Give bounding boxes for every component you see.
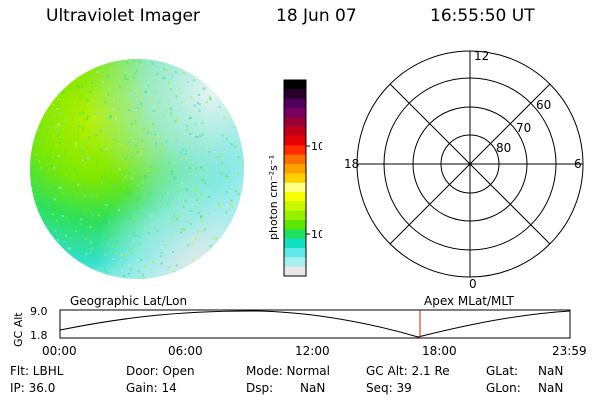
gc-alt-status: GC Alt: 2.1 Re [366, 364, 450, 378]
colorbar-tick-label-10: 10 [311, 228, 322, 241]
timeline-y-tick-1.8: 1.8 [30, 329, 48, 342]
colorbar-cell [284, 98, 306, 109]
colorbar-cell [284, 89, 306, 100]
mode-status: Mode: Normal [246, 364, 330, 378]
x-tick-0000: 00:00 [42, 344, 77, 358]
observation-time: 16:55:50 UT [430, 6, 535, 26]
gain-status: Gain: 14 [126, 381, 177, 395]
mlt-label-18: 18 [344, 157, 359, 171]
colorbar-unit-label: photon cm⁻²s⁻¹ [267, 155, 280, 240]
lat-label-70: 70 [516, 121, 531, 135]
colorbar-cell [284, 248, 306, 258]
glon-value: NaN [538, 381, 564, 395]
x-tick-2359: 23:59 [552, 344, 587, 358]
colorbar-cell [284, 126, 306, 137]
colorbar-cell [284, 108, 306, 118]
filter-status: Flt: LBHL [10, 364, 64, 378]
timeline-left-label: Geographic Lat/Lon [70, 294, 188, 308]
colorbar-cell [284, 173, 306, 184]
glat-label: GLat: [486, 364, 519, 378]
colorbar-cell [284, 238, 306, 249]
dsp-value: NaN [300, 381, 326, 395]
colorbar-tick-label-100: 100 [311, 140, 322, 153]
altitude-curve [59, 310, 571, 338]
colorbar-cell [284, 164, 306, 174]
timeline-frame [59, 309, 571, 339]
colorbar-cell [284, 220, 306, 230]
colorbar: 100 10 photon cm⁻²s⁻¹ [267, 79, 322, 277]
altitude-timeline: GC Alt 9.0 1.8 [12, 305, 571, 347]
colorbar-cell [284, 192, 306, 202]
glat-value: NaN [538, 364, 564, 378]
colorbar-cell [284, 154, 306, 165]
colorbar-cell [284, 136, 306, 146]
seq-status: Seq: 39 [366, 381, 412, 395]
colorbar-cell [284, 117, 306, 128]
colorbar-cell [284, 266, 306, 277]
timeline-y-tick-9: 9.0 [30, 305, 48, 318]
colorbar-cell [284, 257, 306, 268]
x-tick-1800: 18:00 [422, 344, 457, 358]
timeline-right-label: Apex MLat/MLT [424, 294, 514, 308]
polar-mlt-plot: 12 18 6 0 60 70 80 [344, 49, 584, 288]
mlt-label-12: 12 [474, 49, 489, 63]
uv-earth-image [30, 59, 244, 279]
mlt-label-6: 6 [574, 157, 582, 171]
colorbar-cell [284, 182, 306, 193]
lat-label-80: 80 [496, 141, 511, 155]
timeline-y-axis-label: GC Alt [12, 312, 25, 347]
colorbar-cell [284, 201, 306, 212]
colorbar-cell [284, 145, 306, 156]
mlt-label-0: 0 [469, 277, 477, 288]
colorbar-cell [284, 229, 306, 240]
lat-label-60: 60 [536, 98, 551, 112]
dsp-label: Dsp: [246, 381, 274, 395]
observation-date: 18 Jun 07 [276, 6, 357, 26]
door-status: Door: Open [126, 364, 195, 378]
colorbar-cell [284, 210, 306, 221]
colorbar-cell [284, 80, 306, 90]
x-tick-1200: 12:00 [295, 344, 330, 358]
x-tick-0600: 06:00 [168, 344, 203, 358]
glon-label: GLon: [486, 381, 521, 395]
polar-diagonal-2 [389, 83, 551, 245]
ip-status: IP: 36.0 [10, 381, 56, 395]
instrument-title: Ultraviolet Imager [46, 6, 200, 26]
